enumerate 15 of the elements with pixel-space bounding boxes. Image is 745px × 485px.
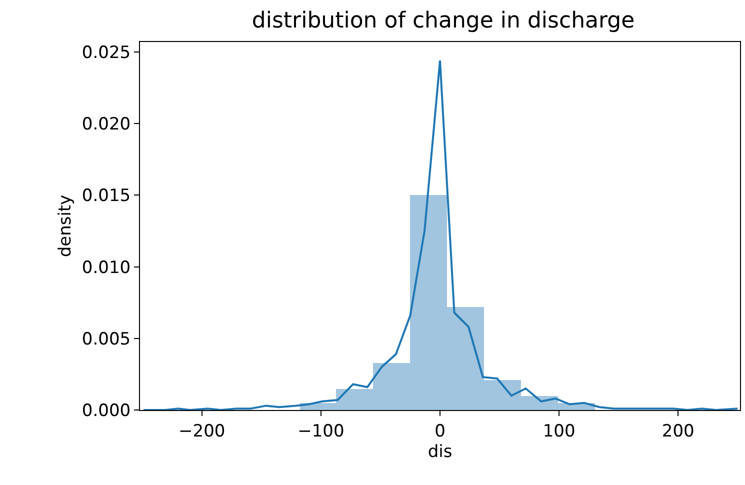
line-series [142, 60, 739, 410]
x-axis-title: dis [428, 442, 452, 462]
y-tick-label: 0.015 [82, 186, 131, 206]
chart-title: distribution of change in discharge [252, 8, 635, 34]
y-tick-label: 0.010 [82, 258, 131, 278]
x-tick-label: −100 [298, 421, 344, 442]
y-tick-label: 0.005 [82, 329, 131, 350]
y-tick-label: 0.025 [82, 42, 131, 63]
x-tick-label: 200 [662, 421, 694, 442]
y-tick-label: 0.020 [82, 114, 131, 135]
y-tick-label: 0.000 [82, 400, 131, 421]
x-tick-label: −200 [178, 421, 226, 442]
y-axis-title: density [55, 194, 76, 258]
x-tick-label: 100 [542, 421, 576, 442]
x-tick-label: 0 [434, 421, 446, 442]
